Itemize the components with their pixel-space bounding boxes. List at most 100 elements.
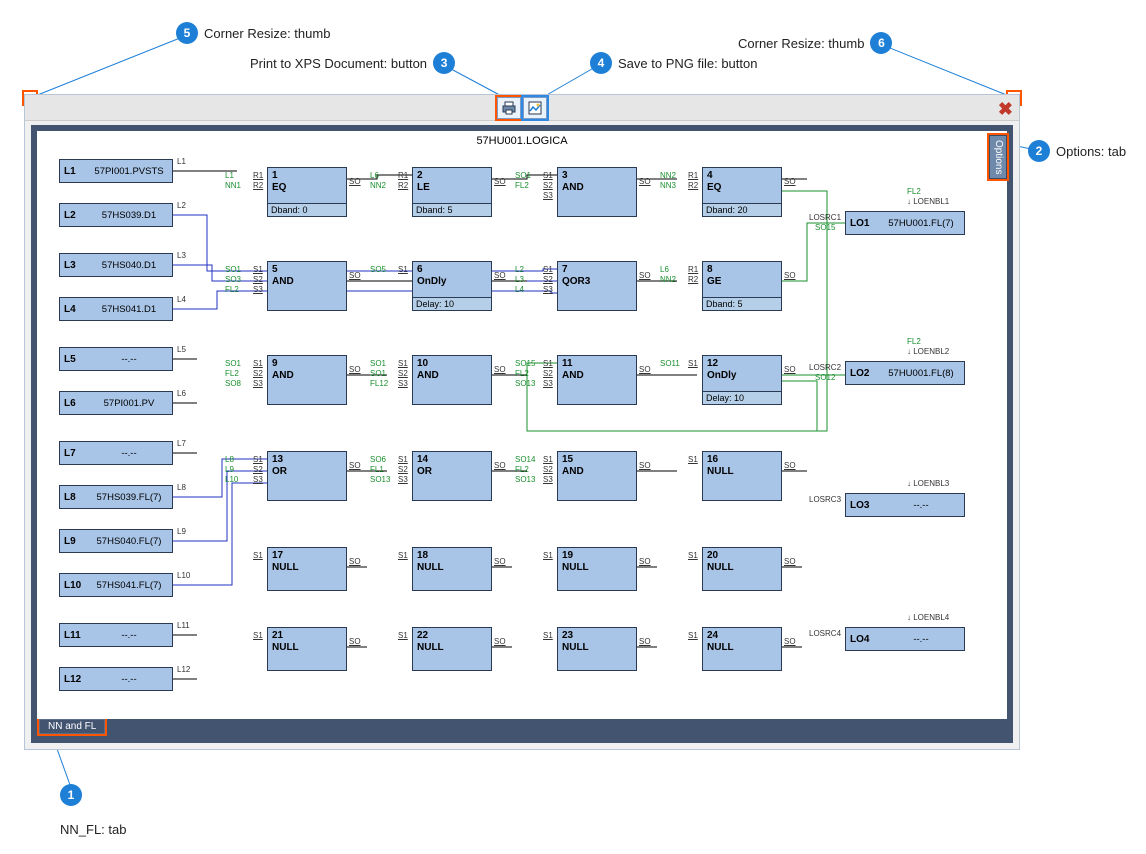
l-id: L6	[60, 398, 86, 409]
output-block-LO1[interactable]: LO157HU001.FL(7)	[845, 211, 965, 235]
func-block-17[interactable]: 17NULL	[267, 547, 347, 591]
list-item-L4[interactable]: L457HS041.D1	[59, 297, 173, 321]
signal-label: SO13	[370, 475, 390, 484]
port-out: SO	[784, 461, 796, 470]
l-value: 57HS039.FL(7)	[86, 492, 172, 503]
port-in: S1	[253, 631, 263, 640]
func-block-4[interactable]: 4EQDband: 20	[702, 167, 782, 217]
port-in: S3	[398, 379, 408, 388]
block-num: 7	[562, 264, 568, 275]
list-item-L12[interactable]: L12--.--	[59, 667, 173, 691]
func-block-6[interactable]: 6OnDlyDelay: 10	[412, 261, 492, 311]
port-in: S3	[253, 379, 263, 388]
output-block-LO3[interactable]: LO3--.--	[845, 493, 965, 517]
port-out: SO	[494, 177, 506, 186]
list-item-L5[interactable]: L5--.--	[59, 347, 173, 371]
signal-label: SO13	[515, 379, 535, 388]
func-block-14[interactable]: 14OR	[412, 451, 492, 501]
port-in: S1	[398, 359, 408, 368]
port-label: L10	[177, 571, 190, 580]
close-icon[interactable]: ✖	[998, 99, 1013, 120]
lo-left-label: LOSRC4	[809, 629, 841, 638]
save-png-button[interactable]	[523, 97, 547, 119]
l-value: 57PI001.PV	[86, 398, 172, 409]
list-item-L6[interactable]: L657PI001.PV	[59, 391, 173, 415]
output-block-LO2[interactable]: LO257HU001.FL(8)	[845, 361, 965, 385]
func-block-1[interactable]: 1EQDband: 0	[267, 167, 347, 217]
block-type: NULL	[417, 642, 444, 653]
output-block-LO4[interactable]: LO4--.--	[845, 627, 965, 651]
l-id: L9	[60, 536, 86, 547]
list-item-L10[interactable]: L1057HS041.FL(7)	[59, 573, 173, 597]
lo-value: 57HU001.FL(7)	[878, 218, 964, 229]
block-type: OR	[272, 466, 287, 477]
list-item-L1[interactable]: L157PI001.PVSTS	[59, 159, 173, 183]
block-type: NULL	[272, 562, 299, 573]
func-block-9[interactable]: 9AND	[267, 355, 347, 405]
nn-fl-tab[interactable]: NN and FL	[39, 719, 105, 734]
block-num: 9	[272, 358, 278, 369]
print-xps-button[interactable]	[497, 97, 521, 119]
port-label: L3	[177, 251, 186, 260]
signal-label: SO6	[370, 455, 386, 464]
list-item-L9[interactable]: L957HS040.FL(7)	[59, 529, 173, 553]
block-param: Dband: 20	[703, 203, 781, 216]
list-item-L7[interactable]: L7--.--	[59, 441, 173, 465]
port-in: S1	[543, 171, 553, 180]
l-value: 57PI001.PVSTS	[86, 166, 172, 177]
func-block-8[interactable]: 8GEDband: 5	[702, 261, 782, 311]
block-type: EQ	[707, 182, 721, 193]
callout-4-text: Save to PNG file: button	[618, 56, 757, 71]
func-block-5[interactable]: 5AND	[267, 261, 347, 311]
func-block-23[interactable]: 23NULL	[557, 627, 637, 671]
port-label: L11	[177, 621, 190, 630]
func-block-16[interactable]: 16NULL	[702, 451, 782, 501]
block-num: 14	[417, 454, 428, 465]
port-in: S1	[253, 359, 263, 368]
port-in: S2	[253, 465, 263, 474]
port-in: R1	[688, 171, 698, 180]
func-block-7[interactable]: 7QOR3	[557, 261, 637, 311]
l-id: L4	[60, 304, 86, 315]
port-out: SO	[639, 271, 651, 280]
block-num: 2	[417, 170, 423, 181]
port-in: S1	[543, 359, 553, 368]
list-item-L11[interactable]: L11--.--	[59, 623, 173, 647]
signal-label: NN3	[660, 181, 676, 190]
block-type: AND	[272, 370, 294, 381]
block-num: 20	[707, 550, 718, 561]
list-item-L2[interactable]: L257HS039.D1	[59, 203, 173, 227]
list-item-L8[interactable]: L857HS039.FL(7)	[59, 485, 173, 509]
func-block-3[interactable]: 3AND	[557, 167, 637, 217]
port-label: L8	[177, 483, 186, 492]
options-tab[interactable]: Options	[989, 135, 1007, 179]
func-block-13[interactable]: 13OR	[267, 451, 347, 501]
port-in: R2	[253, 181, 263, 190]
func-block-20[interactable]: 20NULL	[702, 547, 782, 591]
lo-id: LO4	[846, 634, 878, 645]
func-block-19[interactable]: 19NULL	[557, 547, 637, 591]
func-block-22[interactable]: 22NULL	[412, 627, 492, 671]
func-block-2[interactable]: 2LEDband: 5	[412, 167, 492, 217]
lo-top-label: ↓ LOENBL3	[907, 479, 949, 488]
func-block-15[interactable]: 15AND	[557, 451, 637, 501]
func-block-11[interactable]: 11AND	[557, 355, 637, 405]
block-num: 10	[417, 358, 428, 369]
port-in: S2	[398, 369, 408, 378]
port-out: SO	[784, 637, 796, 646]
func-block-21[interactable]: 21NULL	[267, 627, 347, 671]
signal-label: SO8	[225, 379, 241, 388]
block-type: NULL	[272, 642, 299, 653]
lo-left-signal: SO12	[815, 373, 835, 382]
list-item-L3[interactable]: L357HS040.D1	[59, 253, 173, 277]
port-in: S1	[253, 551, 263, 560]
block-num: 16	[707, 454, 718, 465]
signal-label: L9	[225, 465, 234, 474]
port-out: SO	[349, 637, 361, 646]
l-value: 57HS040.D1	[86, 260, 172, 271]
lo-top-label: ↓ LOENBL2	[907, 347, 949, 356]
func-block-12[interactable]: 12OnDlyDelay: 10	[702, 355, 782, 405]
func-block-18[interactable]: 18NULL	[412, 547, 492, 591]
func-block-10[interactable]: 10AND	[412, 355, 492, 405]
func-block-24[interactable]: 24NULL	[702, 627, 782, 671]
